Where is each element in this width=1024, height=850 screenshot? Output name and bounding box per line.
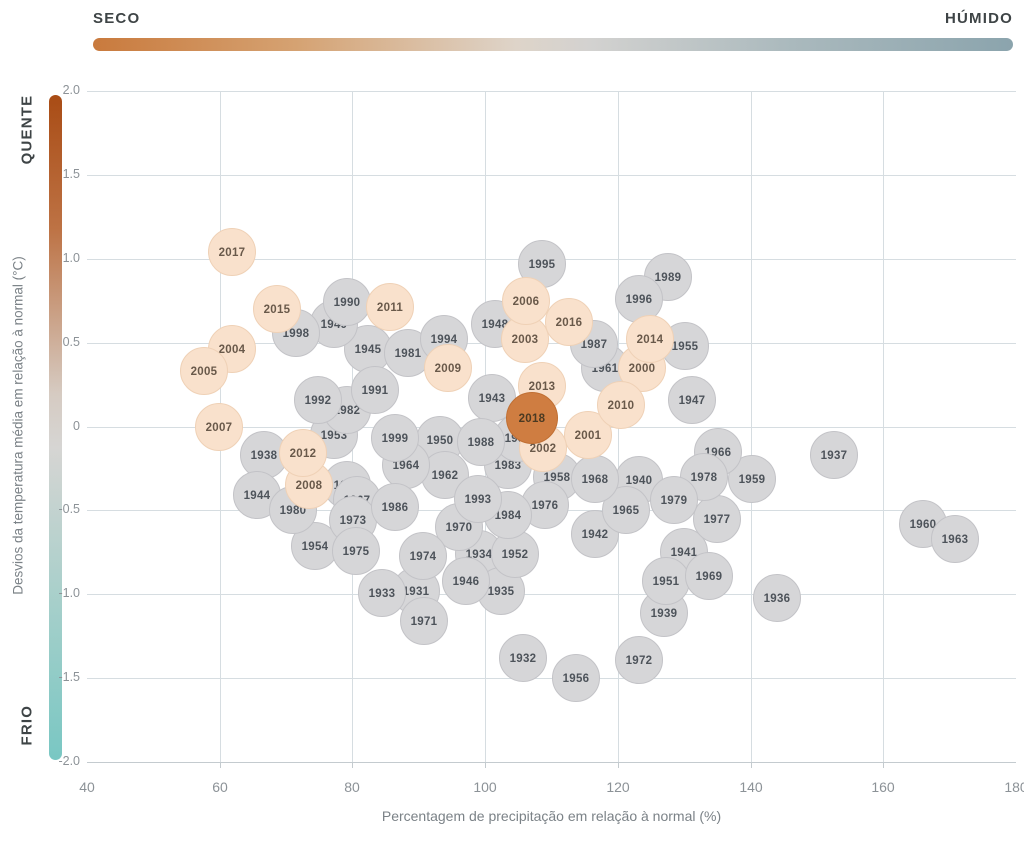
gridline-x-140: [751, 91, 752, 762]
x-tick-label: 180: [1004, 779, 1024, 795]
year-bubble-1943[interactable]: 1943: [468, 374, 516, 422]
year-bubble-1991[interactable]: 1991: [351, 366, 399, 414]
x-tick-mark: [883, 762, 884, 768]
gridline-y-1.5: [87, 175, 1016, 176]
dry-wet-gradient-bar: [93, 38, 1013, 51]
year-bubble-2010[interactable]: 2010: [597, 381, 645, 429]
year-bubble-1992[interactable]: 1992: [294, 376, 342, 424]
y-tick-label: -1.0: [58, 586, 80, 600]
y-tick-label: 1.5: [62, 167, 80, 181]
quente-label: QUENTE: [18, 94, 36, 165]
year-bubble-1986[interactable]: 1986: [371, 483, 419, 531]
gridline-x-160: [883, 91, 884, 762]
year-bubble-2017[interactable]: 2017: [208, 228, 256, 276]
x-tick-label: 100: [473, 779, 497, 795]
y-tick-label: -2.0: [58, 754, 80, 768]
x-tick-mark: [485, 762, 486, 768]
year-bubble-1969[interactable]: 1969: [685, 552, 733, 600]
year-bubble-1963[interactable]: 1963: [931, 515, 979, 563]
y-tick-label: 0.5: [62, 335, 80, 349]
year-bubble-1938[interactable]: 1938: [240, 431, 288, 479]
year-bubble-2014[interactable]: 2014: [626, 315, 674, 363]
year-bubble-1937[interactable]: 1937: [810, 431, 858, 479]
year-bubble-1936[interactable]: 1936: [753, 574, 801, 622]
year-bubble-2011[interactable]: 2011: [366, 283, 414, 331]
warm-cold-gradient-bar: [49, 95, 62, 760]
year-bubble-1947[interactable]: 1947: [668, 376, 716, 424]
year-bubble-1990[interactable]: 1990: [323, 278, 371, 326]
x-tick-label: 60: [212, 779, 228, 795]
year-bubble-1956[interactable]: 1956: [552, 654, 600, 702]
x-tick-label: 40: [79, 779, 95, 795]
year-bubble-2015[interactable]: 2015: [253, 285, 301, 333]
year-bubble-2003[interactable]: 2003: [501, 315, 549, 363]
y-tick-label: -0.5: [58, 502, 80, 516]
gridline-y-2.0: [87, 91, 1016, 92]
year-bubble-1999[interactable]: 1999: [371, 414, 419, 462]
frio-label: FRIO: [18, 704, 36, 746]
year-bubble-1968[interactable]: 1968: [571, 455, 619, 503]
year-bubble-1993[interactable]: 1993: [454, 475, 502, 523]
year-bubble-2012[interactable]: 2012: [279, 429, 327, 477]
year-bubble-1977[interactable]: 1977: [693, 495, 741, 543]
year-bubble-1946[interactable]: 1946: [442, 557, 490, 605]
y-axis-title: Desvios da temperatura média em relação …: [10, 256, 26, 595]
x-tick-mark: [352, 762, 353, 768]
gridline-y--2.0: [87, 762, 1016, 763]
x-axis-title: Percentagem de precipitação em relação à…: [381, 808, 722, 824]
year-bubble-2018[interactable]: 2018: [506, 392, 558, 444]
year-bubble-1974[interactable]: 1974: [399, 532, 447, 580]
seco-label: SECO: [93, 10, 141, 27]
year-bubble-1932[interactable]: 1932: [499, 634, 547, 682]
year-bubble-2009[interactable]: 2009: [424, 344, 472, 392]
year-bubble-2005[interactable]: 2005: [180, 347, 228, 395]
humido-label: HÚMIDO: [944, 10, 1013, 27]
y-tick-label: 1.0: [62, 251, 80, 265]
year-bubble-1933[interactable]: 1933: [358, 569, 406, 617]
year-bubble-2006[interactable]: 2006: [502, 277, 550, 325]
year-bubble-1951[interactable]: 1951: [642, 557, 690, 605]
year-bubble-1989[interactable]: 1989: [644, 253, 692, 301]
year-bubble-1988[interactable]: 1988: [457, 418, 505, 466]
gridline-y--1.0: [87, 594, 1016, 595]
gridline-y--1.5: [87, 678, 1016, 679]
x-tick-mark: [751, 762, 752, 768]
x-tick-label: 120: [606, 779, 630, 795]
y-tick-label: 2.0: [62, 83, 80, 97]
x-tick-mark: [220, 762, 221, 768]
x-tick-label: 80: [344, 779, 360, 795]
y-tick-label: -1.5: [58, 670, 80, 684]
x-tick-label: 140: [739, 779, 763, 795]
gridline-y-0.5: [87, 343, 1016, 344]
year-bubble-1952[interactable]: 1952: [491, 530, 539, 578]
x-tick-mark: [618, 762, 619, 768]
y-tick-label: 0: [73, 419, 80, 433]
year-bubble-2007[interactable]: 2007: [195, 403, 243, 451]
year-bubble-1972[interactable]: 1972: [615, 636, 663, 684]
year-bubble-1971[interactable]: 1971: [400, 597, 448, 645]
year-bubble-1975[interactable]: 1975: [332, 527, 380, 575]
x-tick-label: 160: [871, 779, 895, 795]
year-bubble-1979[interactable]: 1979: [650, 476, 698, 524]
year-bubble-2016[interactable]: 2016: [545, 298, 593, 346]
